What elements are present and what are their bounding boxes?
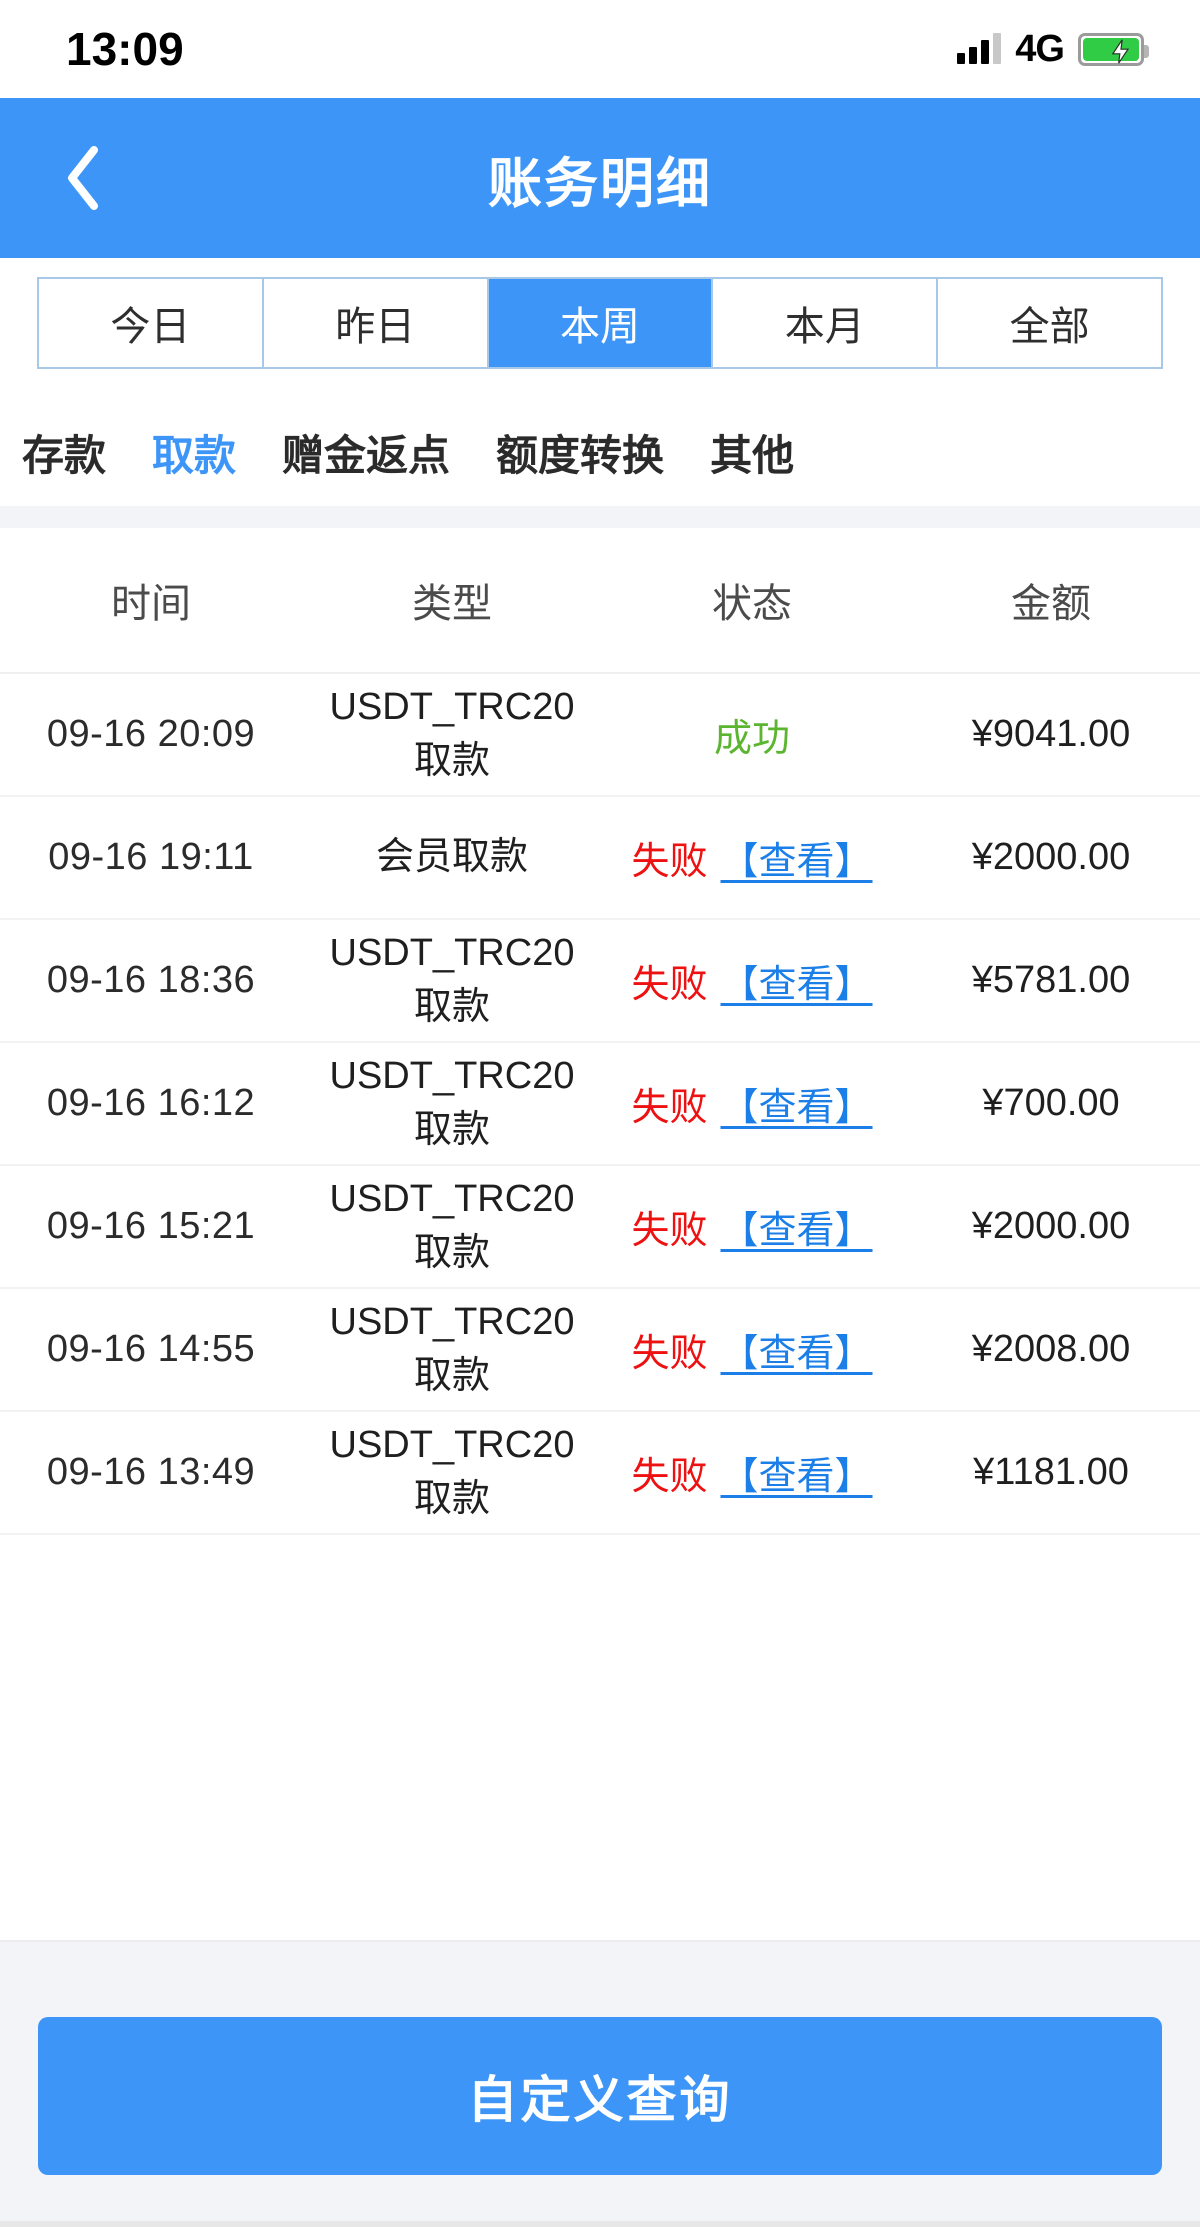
- status-badge: 失败: [631, 1333, 708, 1375]
- table-row: 09-16 14:55 USDT_TRC20取款 失败 【查看】 ¥2008.0…: [0, 1289, 1200, 1412]
- column-header-time: 时间: [111, 582, 191, 626]
- signal-bars-icon: [957, 33, 1002, 64]
- date-filter-yesterday[interactable]: 昨日: [263, 279, 489, 367]
- transactions-table: 时间 类型 状态 金额 09-16 20:09 USDT_TRC20取款 成功 …: [0, 528, 1200, 1535]
- table-header-row: 时间 类型 状态 金额: [0, 528, 1200, 672]
- date-filter-this-week[interactable]: 本周: [488, 279, 714, 367]
- cell-type: USDT_TRC20取款: [329, 1300, 575, 1397]
- tab-deposit[interactable]: 存款: [22, 432, 107, 479]
- cell-time: 09-16 15:21: [46, 1205, 256, 1247]
- tab-credit-transfer[interactable]: 额度转换: [496, 432, 665, 479]
- cell-amount: ¥2000.00: [971, 1205, 1131, 1247]
- table-body: 09-16 20:09 USDT_TRC20取款 成功 ¥9041.00 09-…: [0, 672, 1200, 1535]
- status-bar-clock: 13:09: [66, 23, 184, 75]
- view-detail-link[interactable]: 【查看】: [720, 1333, 873, 1375]
- cell-time: 09-16 20:09: [46, 713, 256, 755]
- section-divider: [0, 506, 1200, 528]
- custom-query-button[interactable]: 自定义查询: [38, 2017, 1162, 2175]
- cell-status: 失败 【查看】: [602, 1199, 902, 1254]
- table-row: 09-16 13:49 USDT_TRC20取款 失败 【查看】 ¥1181.0…: [0, 1412, 1200, 1535]
- status-badge: 失败: [631, 964, 708, 1006]
- status-badge: 失败: [631, 1456, 708, 1498]
- footer-bar: 自定义查询: [0, 1940, 1200, 2227]
- cell-status: 失败 【查看】: [602, 1076, 902, 1131]
- date-filter-all[interactable]: 全部: [938, 279, 1161, 367]
- table-row: 09-16 20:09 USDT_TRC20取款 成功 ¥9041.00: [0, 674, 1200, 797]
- status-badge: 成功: [713, 718, 790, 760]
- back-button[interactable]: [38, 98, 128, 258]
- page-title: 账务明细: [488, 153, 712, 214]
- table-row: 09-16 16:12 USDT_TRC20取款 失败 【查看】 ¥700.00: [0, 1043, 1200, 1166]
- tab-other[interactable]: 其他: [710, 432, 795, 479]
- status-badge: 失败: [631, 841, 708, 883]
- cell-time: 09-16 18:36: [46, 959, 256, 1001]
- column-header-amount: 金额: [1011, 582, 1091, 626]
- view-detail-link[interactable]: 【查看】: [720, 1456, 873, 1498]
- cell-amount: ¥1181.00: [973, 1451, 1129, 1493]
- cell-type: USDT_TRC20取款: [329, 1423, 575, 1520]
- battery-charging-icon: [1078, 32, 1149, 66]
- cell-status: 失败 【查看】: [602, 1322, 902, 1377]
- cell-amount: ¥700.00: [982, 1082, 1120, 1124]
- date-filter-this-month[interactable]: 本月: [713, 279, 939, 367]
- cell-time: 09-16 14:55: [46, 1328, 256, 1370]
- tab-withdraw[interactable]: 取款: [152, 432, 237, 479]
- status-badge: 失败: [631, 1210, 708, 1252]
- view-detail-link[interactable]: 【查看】: [720, 1210, 873, 1252]
- status-bar: 13:09 4G: [0, 0, 1200, 98]
- cell-time: 09-16 13:49: [46, 1451, 256, 1493]
- chevron-left-icon: [63, 145, 103, 211]
- status-badge: 失败: [631, 1087, 708, 1129]
- table-row: 09-16 19:11 会员取款 失败 【查看】 ¥2000.00: [0, 797, 1200, 920]
- cell-status: 失败 【查看】: [602, 953, 902, 1008]
- cell-status: 成功: [602, 707, 902, 762]
- cell-type: USDT_TRC20取款: [329, 931, 575, 1028]
- cell-type: USDT_TRC20取款: [329, 1177, 575, 1274]
- cell-type: USDT_TRC20取款: [329, 1054, 575, 1151]
- status-bar-indicators: 4G: [957, 27, 1149, 71]
- cell-time: 09-16 16:12: [46, 1082, 256, 1124]
- app-header: 账务明细: [0, 98, 1200, 258]
- cell-status: 失败 【查看】: [602, 830, 902, 885]
- cell-type: 会员取款: [375, 835, 528, 878]
- cell-status: 失败 【查看】: [602, 1445, 902, 1500]
- cell-amount: ¥2000.00: [971, 836, 1131, 878]
- table-row: 09-16 18:36 USDT_TRC20取款 失败 【查看】 ¥5781.0…: [0, 920, 1200, 1043]
- cell-amount: ¥9041.00: [971, 713, 1131, 755]
- date-range-segmented-control[interactable]: 今日 昨日 本周 本月 全部: [37, 277, 1163, 369]
- tab-bonus-rebate[interactable]: 赠金返点: [282, 432, 451, 479]
- cell-time: 09-16 19:11: [48, 836, 254, 878]
- network-type-label: 4G: [1015, 27, 1065, 70]
- category-tab-bar[interactable]: 存款 取款 赠金返点 额度转换 其他: [0, 400, 1200, 505]
- table-row: 09-16 15:21 USDT_TRC20取款 失败 【查看】 ¥2000.0…: [0, 1166, 1200, 1289]
- view-detail-link[interactable]: 【查看】: [720, 841, 873, 883]
- home-indicator-area: [0, 2221, 1200, 2227]
- date-filter-today[interactable]: 今日: [39, 279, 264, 367]
- column-header-status: 状态: [712, 582, 792, 626]
- view-detail-link[interactable]: 【查看】: [720, 964, 873, 1006]
- view-detail-link[interactable]: 【查看】: [720, 1087, 873, 1129]
- cell-amount: ¥5781.00: [971, 959, 1131, 1001]
- cell-type: USDT_TRC20取款: [329, 685, 575, 782]
- cell-amount: ¥2008.00: [971, 1328, 1131, 1370]
- column-header-type: 类型: [412, 582, 492, 626]
